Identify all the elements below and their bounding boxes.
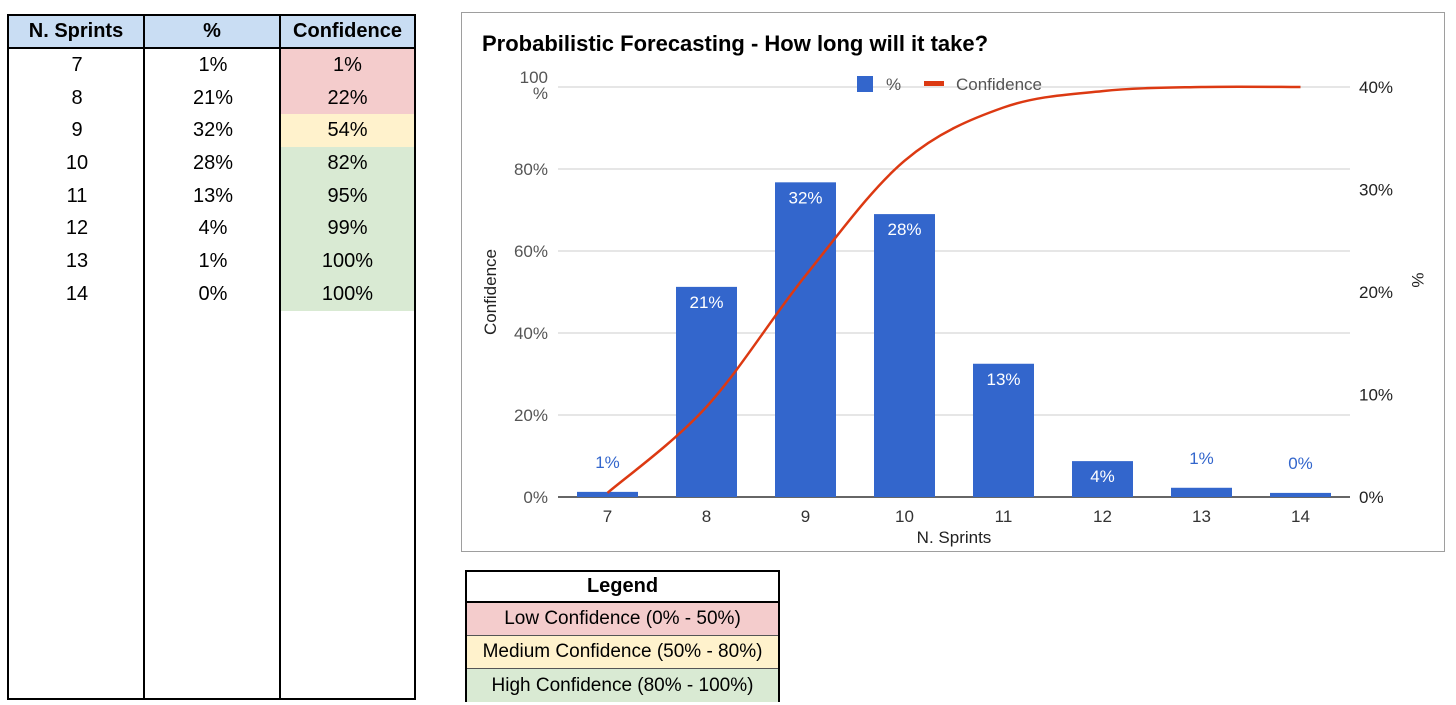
cell-percent: 32% (192, 119, 234, 142)
left-tick-label: 40% (514, 324, 548, 343)
bar-data-label: 21% (689, 293, 723, 312)
x-tick-label: 12 (1093, 507, 1112, 526)
table-row: 14 0% 100% (9, 277, 414, 311)
bar-data-label: 32% (788, 188, 822, 207)
cell-sprints: 7 (71, 53, 83, 76)
legend-row-medium: Medium Confidence (50% - 80%) (467, 636, 778, 669)
table-header: N. Sprints % Confidence (9, 16, 414, 49)
table-row: 7 1% 1% (9, 49, 414, 82)
bar-data-label: 0% (1288, 454, 1313, 473)
bar-11 (973, 363, 1034, 497)
table-row: 11 13% 95% (9, 179, 414, 213)
x-tick-label: 10 (895, 507, 914, 526)
cell-sprints: 11 (66, 184, 88, 207)
column-divider (279, 16, 281, 698)
legend-label-line: Confidence (956, 75, 1042, 94)
bar-9 (775, 182, 836, 497)
right-axis-title: % (1408, 272, 1427, 287)
table-row: 12 4% 99% (9, 212, 414, 246)
right-tick-label: 20% (1359, 283, 1393, 302)
cell-confidence: 100% (281, 245, 414, 278)
bar-7 (577, 491, 638, 497)
x-axis-title: N. Sprints (917, 528, 992, 547)
bar-data-label: 13% (986, 370, 1020, 389)
legend-swatch-bar (857, 76, 873, 92)
left-axis-title: Confidence (481, 249, 500, 335)
cell-confidence: 100% (281, 277, 414, 311)
left-tick-label: 100% (520, 68, 548, 103)
cell-confidence: 82% (281, 147, 414, 180)
cell-sprints: 10 (65, 151, 89, 174)
cell-percent: 21% (192, 86, 234, 109)
cell-percent: 4% (198, 217, 228, 240)
left-tick-label: 0% (523, 488, 548, 507)
bar-data-label: 1% (1189, 449, 1214, 468)
chart-title: Probabilistic Forecasting - How long wil… (482, 31, 989, 56)
cell-confidence: 99% (281, 212, 414, 246)
table-body: 7 1% 1% 8 21% 22% 9 32% 54% 10 28% 82% 11 13% 95% 12 4% 9… (9, 49, 414, 311)
bar-10 (874, 214, 935, 497)
legend-label-bar: % (886, 75, 901, 94)
right-tick-label: 40% (1359, 78, 1393, 97)
right-tick-label: 0% (1359, 488, 1384, 507)
cell-confidence: 22% (281, 81, 414, 115)
bar-8 (676, 286, 737, 497)
cell-sprints: 14 (65, 282, 89, 305)
column-divider (143, 16, 145, 698)
cell-percent: 13% (192, 184, 234, 207)
cell-confidence: 1% (281, 49, 414, 82)
legend-table-title: Legend (467, 572, 778, 603)
legend-row-low: Low Confidence (0% - 50%) (467, 603, 778, 636)
bar-14 (1270, 492, 1331, 497)
x-tick-label: 8 (702, 507, 711, 526)
cell-confidence: 95% (281, 179, 414, 213)
table-row: 9 32% 54% (9, 114, 414, 148)
bar-13 (1171, 487, 1232, 497)
right-tick-label: 30% (1359, 181, 1393, 200)
confidence-line (606, 85, 1301, 494)
table-row: 8 21% 22% (9, 81, 414, 115)
cell-sprints: 13 (65, 249, 89, 272)
left-tick-label: 20% (514, 406, 548, 425)
x-tick-label: 7 (603, 507, 612, 526)
cell-confidence: 54% (281, 114, 414, 148)
confidence-legend-table: Legend Low Confidence (0% - 50%) Medium … (465, 570, 780, 702)
bar-12 (1072, 461, 1133, 497)
cell-percent: 28% (192, 151, 234, 174)
table-row: 10 28% 82% (9, 147, 414, 180)
header-n-sprints: N. Sprints (9, 16, 145, 47)
chart-canvas: 0%20%40%60%80%100 %0%10%20%30%40%1%21%32%… (481, 68, 1427, 547)
header-percent: % (145, 16, 281, 47)
left-tick-label: 60% (514, 242, 548, 261)
legend-row-high: High Confidence (80% - 100%) (467, 669, 778, 702)
cell-percent: 0% (198, 282, 228, 305)
forecast-table: N. Sprints % Confidence 7 1% 1% 8 21% 22% 9 32%… (7, 14, 416, 700)
x-tick-label: 13 (1192, 507, 1211, 526)
x-tick-label: 11 (995, 507, 1013, 526)
legend-swatch-line (924, 81, 944, 86)
bar-data-label: 4% (1090, 467, 1115, 486)
bar-data-label: 1% (595, 453, 620, 472)
left-tick-label: 80% (514, 160, 548, 179)
x-tick-label: 14 (1291, 507, 1310, 526)
header-confidence: Confidence (281, 16, 414, 47)
right-tick-label: 10% (1359, 386, 1393, 405)
cell-sprints: 9 (71, 119, 83, 142)
cell-sprints: 8 (71, 86, 83, 109)
bar-data-label: 28% (887, 220, 921, 239)
cell-percent: 1% (198, 53, 228, 76)
table-row: 13 1% 100% (9, 245, 414, 278)
x-tick-label: 9 (801, 507, 810, 526)
forecast-chart: Probabilistic Forecasting - How long wil… (461, 12, 1445, 552)
cell-percent: 1% (198, 249, 228, 272)
cell-sprints: 12 (65, 217, 89, 240)
